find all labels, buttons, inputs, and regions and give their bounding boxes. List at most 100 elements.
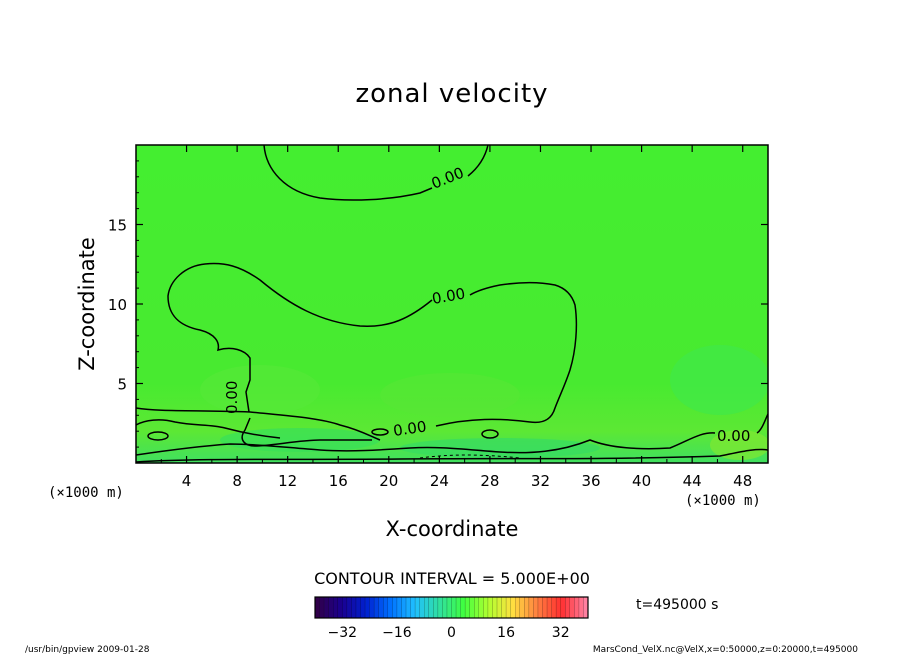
colorbar-swatch bbox=[424, 597, 430, 618]
x-tick-label: 16 bbox=[329, 472, 348, 490]
x-tick-label: 4 bbox=[182, 472, 192, 490]
colorbar-swatch bbox=[528, 597, 534, 618]
contour-label: 0.00 bbox=[392, 417, 428, 439]
field-patch bbox=[710, 430, 768, 460]
colorbar-swatch bbox=[537, 597, 543, 618]
colorbar-swatch bbox=[328, 597, 334, 618]
colorbar-swatch bbox=[433, 597, 439, 618]
y-tick-label: 10 bbox=[108, 296, 127, 314]
x-tick-label: 20 bbox=[379, 472, 398, 490]
colorbar-swatch bbox=[396, 597, 402, 618]
colorbar-swatch bbox=[474, 597, 480, 618]
field-patch bbox=[400, 438, 600, 458]
colorbar-swatch bbox=[487, 597, 493, 618]
colorbar-swatch bbox=[569, 597, 575, 618]
colorbar-ticks: −32 −16 0 16 32 bbox=[328, 625, 570, 641]
y-axis-title: Z-coordinate bbox=[75, 237, 99, 371]
colorbar-swatch bbox=[506, 597, 511, 618]
colorbar-swatch bbox=[565, 597, 571, 618]
y-tick-label: 5 bbox=[117, 376, 127, 394]
colorbar-swatch bbox=[410, 597, 416, 618]
x-tick-label: 40 bbox=[632, 472, 651, 490]
contour-interval-text: CONTOUR INTERVAL = 5.000E+00 bbox=[314, 569, 590, 588]
colorbar-swatch bbox=[533, 597, 539, 618]
x-tick-label: 44 bbox=[683, 472, 702, 490]
contour-label: 0.00 bbox=[431, 284, 467, 308]
colorbar-swatch bbox=[574, 597, 580, 618]
field-patch bbox=[670, 345, 768, 415]
chart-title: zonal velocity bbox=[355, 79, 548, 109]
contour-loop bbox=[147, 431, 169, 441]
colorbar-swatch bbox=[501, 597, 507, 618]
colorbar-swatch bbox=[478, 597, 484, 618]
colorbar-swatch bbox=[383, 597, 389, 618]
colorbar-swatch bbox=[578, 597, 584, 618]
colorbar-swatch bbox=[519, 597, 525, 618]
colorbar-swatch bbox=[337, 597, 343, 618]
colorbar-swatch bbox=[419, 597, 425, 618]
colorbar-tick-label: 0 bbox=[447, 625, 456, 641]
colorbar-swatch bbox=[497, 597, 502, 618]
contour-line bbox=[136, 407, 381, 441]
colorbar-swatch bbox=[415, 597, 420, 618]
colorbar-swatch bbox=[406, 597, 411, 618]
x-axis: 4 8 12 16 20 24 28 32 36 40 44 48 bbox=[160, 145, 752, 490]
x-tick-label: 48 bbox=[733, 472, 752, 490]
x-tick-label: 36 bbox=[581, 472, 600, 490]
colorbar-swatch bbox=[451, 597, 457, 618]
colorbar-swatch bbox=[492, 597, 498, 618]
colorbar-swatch bbox=[392, 597, 398, 618]
colorbar-swatch bbox=[515, 597, 521, 618]
colorbar-swatch bbox=[460, 597, 466, 618]
colorbar-swatch bbox=[346, 597, 352, 618]
x-axis-title: X-coordinate bbox=[386, 517, 519, 541]
colorbar-swatch bbox=[551, 597, 557, 618]
x-unit-label-left: (×1000 m) bbox=[48, 485, 124, 501]
colorbar-swatch bbox=[369, 597, 375, 618]
x-tick-label: 12 bbox=[278, 472, 297, 490]
colorbar-swatch bbox=[583, 597, 589, 618]
y-tick-label: 15 bbox=[108, 217, 127, 235]
colorbar-tick-label: 32 bbox=[552, 625, 570, 641]
contour-line bbox=[136, 413, 768, 456]
footer-right: MarsCond_VelX.nc@VelX,x=0:50000,z=0:2000… bbox=[593, 645, 858, 654]
colorbar-swatch bbox=[360, 597, 366, 618]
colorbar-swatch bbox=[365, 597, 370, 618]
colorbar-swatch bbox=[315, 597, 320, 618]
contour-line bbox=[136, 448, 768, 463]
colorbar-swatch bbox=[465, 597, 470, 618]
colorbar-swatch bbox=[333, 597, 339, 618]
contour-loop bbox=[481, 429, 499, 439]
colorbar-swatch bbox=[469, 597, 475, 618]
colorbar-tick-label: −16 bbox=[382, 625, 412, 641]
contour-loop bbox=[371, 428, 389, 436]
colorbar-swatch bbox=[387, 597, 393, 618]
field-patch bbox=[200, 365, 320, 415]
colorbar-swatch bbox=[401, 597, 407, 618]
x-tick-label: 32 bbox=[531, 472, 550, 490]
colorbar bbox=[314, 596, 589, 619]
footer-left: /usr/bin/gpview 2009-01-28 bbox=[25, 645, 150, 654]
colorbar-swatch bbox=[547, 597, 552, 618]
colorbar-swatch bbox=[355, 597, 361, 618]
colorbar-swatch bbox=[351, 597, 357, 618]
colorbar-swatch bbox=[556, 597, 561, 618]
contour-line bbox=[167, 262, 578, 447]
colorbar-swatch bbox=[374, 597, 379, 618]
colorbar-swatch bbox=[319, 597, 325, 618]
plot-area: 0.00 0.00 0.00 0.00 0.00 bbox=[135, 144, 769, 464]
field-patch bbox=[380, 373, 520, 417]
x-tick-label: 8 bbox=[232, 472, 242, 490]
contour-lines bbox=[136, 145, 768, 463]
x-tick-label: 28 bbox=[480, 472, 499, 490]
colorbar-swatch bbox=[442, 597, 448, 618]
contour-label: 0.00 bbox=[717, 427, 750, 445]
colorbar-swatch bbox=[446, 597, 452, 618]
colorbar-swatch bbox=[342, 597, 348, 618]
contour-label: 0.00 bbox=[223, 381, 241, 414]
colorbar-swatch bbox=[524, 597, 530, 618]
colorbar-tick-label: −32 bbox=[328, 625, 358, 641]
colorbar-frame bbox=[314, 596, 589, 619]
colorbar-swatch bbox=[437, 597, 443, 618]
